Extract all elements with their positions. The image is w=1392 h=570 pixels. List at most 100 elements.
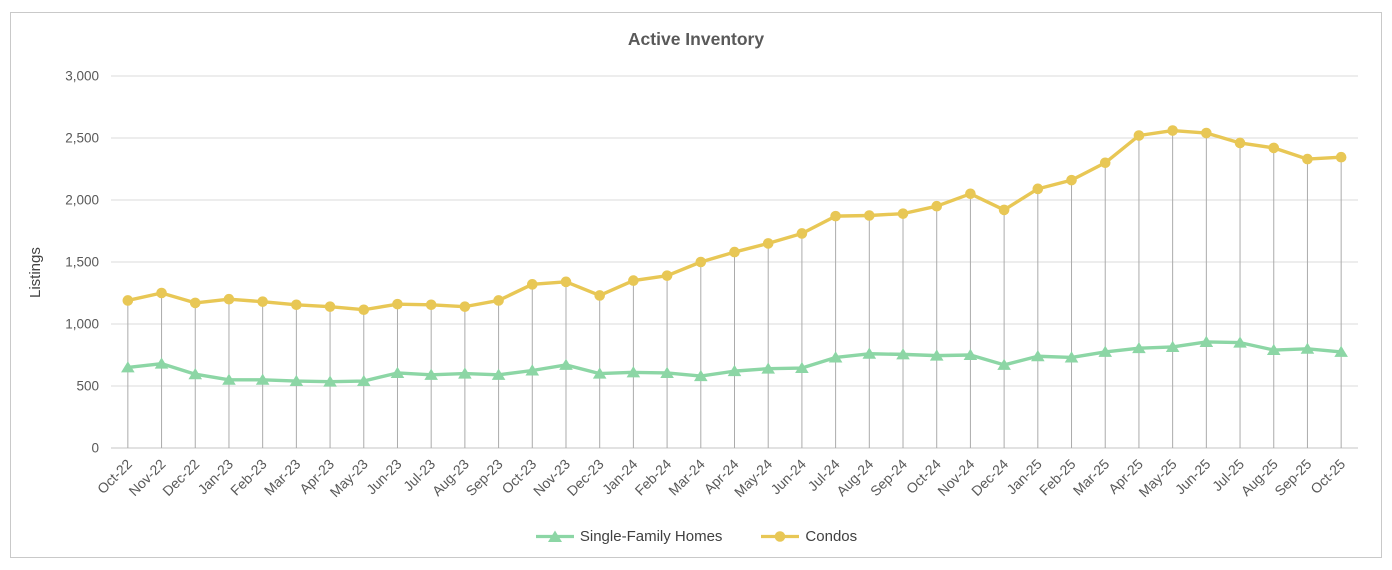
chart-plot: 05001,0001,5002,0002,5003,000Oct-22Nov-2… <box>65 69 1358 500</box>
single-family-marker <box>660 366 674 378</box>
single-family-marker <box>222 373 236 385</box>
single-family-marker <box>896 348 910 360</box>
single-family-marker <box>424 368 438 380</box>
single-family-marker <box>289 374 304 387</box>
x-tick-label: Aug-23 <box>429 456 472 499</box>
x-tick-label: Feb-24 <box>632 456 675 499</box>
x-tick-label: Feb-23 <box>227 456 270 499</box>
single-family-marker <box>963 348 978 360</box>
x-tick-label: Dec-23 <box>564 456 607 499</box>
condos-marker <box>1335 151 1347 163</box>
single-family-marker <box>188 368 203 380</box>
condos-marker <box>695 256 707 268</box>
x-tick-label: Nov-23 <box>530 456 573 499</box>
single-family-marker <box>929 349 944 361</box>
x-tick-label: Nov-22 <box>125 456 168 499</box>
legend: Single-Family Homes Condos <box>11 528 1381 545</box>
condos-marker <box>729 246 740 258</box>
single-family-marker <box>154 357 169 369</box>
single-family-marker <box>1233 336 1247 348</box>
single-family-marker <box>795 361 809 374</box>
condos-marker <box>998 204 1010 216</box>
single-family-marker <box>1199 335 1214 347</box>
y-tick-label: 1,500 <box>65 255 99 270</box>
condos-marker <box>122 295 134 306</box>
legend-item-condos: Condos <box>760 528 857 545</box>
y-tick-label: 3,000 <box>65 69 99 84</box>
condos-marker <box>291 299 302 311</box>
single-family-marker <box>727 364 742 377</box>
chart-title: Active Inventory <box>627 29 765 49</box>
single-family-marker <box>761 362 776 374</box>
single-family-marker <box>828 351 843 363</box>
condos-marker <box>1133 130 1145 141</box>
condos-marker <box>594 290 605 301</box>
y-tick-label: 2,000 <box>65 193 99 208</box>
condos-marker <box>965 188 976 200</box>
single-family-marker <box>390 366 405 378</box>
single-family-marker <box>559 358 573 370</box>
condos-marker <box>897 208 909 219</box>
single-family-legend-glyph-icon <box>535 530 574 542</box>
single-family-marker <box>356 374 371 387</box>
single-family-marker <box>1064 351 1079 363</box>
single-family-marker <box>1334 345 1348 357</box>
x-tick-label: Dec-22 <box>159 456 202 499</box>
y-tick-label: 2,500 <box>65 131 99 146</box>
single-family-marker <box>255 373 270 385</box>
condos-marker <box>1099 157 1111 169</box>
single-family-marker <box>458 367 472 379</box>
single-family-marker <box>997 358 1011 370</box>
single-family-marker <box>1165 340 1180 352</box>
condos-marker <box>931 200 943 212</box>
condos-marker <box>560 276 572 288</box>
condos-marker <box>864 210 875 221</box>
legend-item-single-family: Single-Family Homes <box>535 528 723 545</box>
x-tick-label: Jun-23 <box>363 456 405 498</box>
x-tick-label: Nov-24 <box>934 456 977 499</box>
x-tick-label: Mar-23 <box>261 456 304 499</box>
condos-marker <box>493 295 504 306</box>
x-tick-label: Dec-24 <box>968 456 1011 499</box>
condos-marker <box>156 287 167 299</box>
condos-marker <box>1032 183 1044 195</box>
single-family-marker <box>1266 343 1281 356</box>
x-tick-label: Aug-24 <box>833 456 876 499</box>
condos-marker <box>223 293 235 305</box>
condos-marker <box>257 296 268 307</box>
condos-marker <box>762 238 774 249</box>
x-tick-label: Feb-25 <box>1036 456 1079 499</box>
x-tick-label: Jun-25 <box>1172 456 1214 498</box>
chart-frame: Active Inventory Listings 0 500 1,000 1,500… <box>10 12 1382 558</box>
x-tick-label: Aug-25 <box>1238 456 1281 499</box>
x-tick-label: Mar-24 <box>665 456 708 499</box>
single-family-marker <box>693 369 708 382</box>
condos-marker <box>425 299 437 311</box>
legend-label-single-family: Single-Family Homes <box>579 528 723 545</box>
condos-marker <box>1066 174 1077 186</box>
condos-marker <box>661 270 673 281</box>
condos-marker <box>392 298 403 310</box>
x-tick-label: May-24 <box>731 456 775 500</box>
condos-marker <box>1234 137 1246 149</box>
x-tick-label: Oct-25 <box>1307 456 1348 497</box>
single-family-marker <box>1132 341 1146 354</box>
condos-marker <box>1268 142 1280 154</box>
x-tick-label: Sep-24 <box>867 456 910 499</box>
single-family-marker <box>1031 350 1045 362</box>
condos-marker <box>526 279 538 290</box>
condos-marker <box>628 275 639 286</box>
x-tick-label: May-25 <box>1135 456 1179 500</box>
x-tick-label: Sep-25 <box>1271 456 1314 499</box>
y-tick-label: 0 <box>91 441 99 456</box>
condos-marker <box>189 297 201 309</box>
x-tick-label: Mar-25 <box>1070 456 1113 499</box>
condos-marker <box>1201 127 1212 139</box>
single-family-marker <box>323 375 337 387</box>
legend-label-condos: Condos <box>805 528 858 545</box>
single-family-marker <box>626 366 641 378</box>
condos-marker <box>1302 153 1313 165</box>
single-family-marker <box>1098 345 1113 357</box>
condos-marker <box>324 301 336 312</box>
x-tick-label: Sep-23 <box>462 456 505 499</box>
